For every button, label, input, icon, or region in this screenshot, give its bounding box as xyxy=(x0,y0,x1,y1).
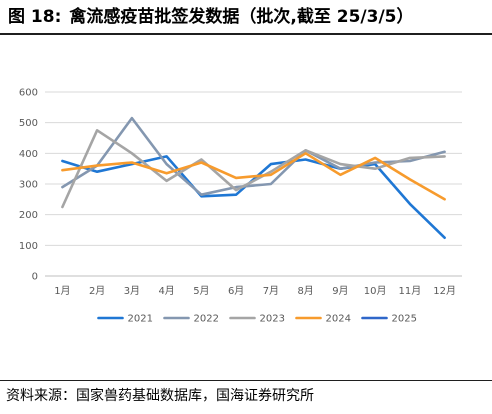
title-divider xyxy=(0,33,492,35)
x-tick-label-7: 7月 xyxy=(263,285,279,297)
x-tick-label-6: 6月 xyxy=(228,285,244,297)
legend-label-2025: 2025 xyxy=(392,314,417,325)
y-tick-label-600: 600 xyxy=(19,88,38,99)
legend-label-2022: 2022 xyxy=(194,314,219,325)
y-tick-label-200: 200 xyxy=(19,210,38,221)
x-tick-label-11: 11月 xyxy=(399,285,422,297)
source-note: 资料来源：国家兽药基础数据库，国海证券研究所 xyxy=(6,388,314,404)
x-tick-label-10: 10月 xyxy=(364,285,387,297)
y-tick-label-400: 400 xyxy=(19,149,38,160)
figure-title-bar: 图 18: 禽流感疫苗批签发数据（批次,截至 25/3/5） xyxy=(0,0,492,34)
chart-container: 0 100 200 300 400 500 600 1月 2月 3月 4月 5月 6月 7月 8月 9月 10月… xyxy=(0,70,492,340)
figure-number: 图 18: xyxy=(8,7,62,27)
y-tick-label-500: 500 xyxy=(19,118,38,129)
x-tick-label-4: 4月 xyxy=(158,285,174,297)
x-tick-label-3: 3月 xyxy=(124,285,140,297)
x-tick-label-1: 1月 xyxy=(54,285,70,297)
y-tick-label-300: 300 xyxy=(19,180,38,191)
x-tick-label-9: 9月 xyxy=(332,285,348,297)
x-tick-label-8: 8月 xyxy=(297,285,313,297)
series-line-2022 xyxy=(61,116,446,196)
x-tick-label-12: 12月 xyxy=(433,285,456,297)
source-divider xyxy=(0,380,492,381)
legend-label-2024: 2024 xyxy=(326,314,351,325)
x-tick-label-2: 2月 xyxy=(89,285,105,297)
y-tick-label-0: 0 xyxy=(32,272,38,283)
x-tick-label-5: 5月 xyxy=(193,285,209,297)
legend-label-2021: 2021 xyxy=(128,314,153,325)
line-chart: 0 100 200 300 400 500 600 1月 2月 3月 4月 5月 6月 7月 8月 9月 10月… xyxy=(19,88,462,325)
series-line-2024 xyxy=(61,152,446,201)
legend-label-2023: 2023 xyxy=(260,314,285,325)
y-tick-label-100: 100 xyxy=(19,241,38,252)
series-line-2023 xyxy=(61,128,446,209)
series-line-2021 xyxy=(61,155,446,239)
figure-title: 禽流感疫苗批签发数据（批次,截至 25/3/5） xyxy=(69,7,414,27)
